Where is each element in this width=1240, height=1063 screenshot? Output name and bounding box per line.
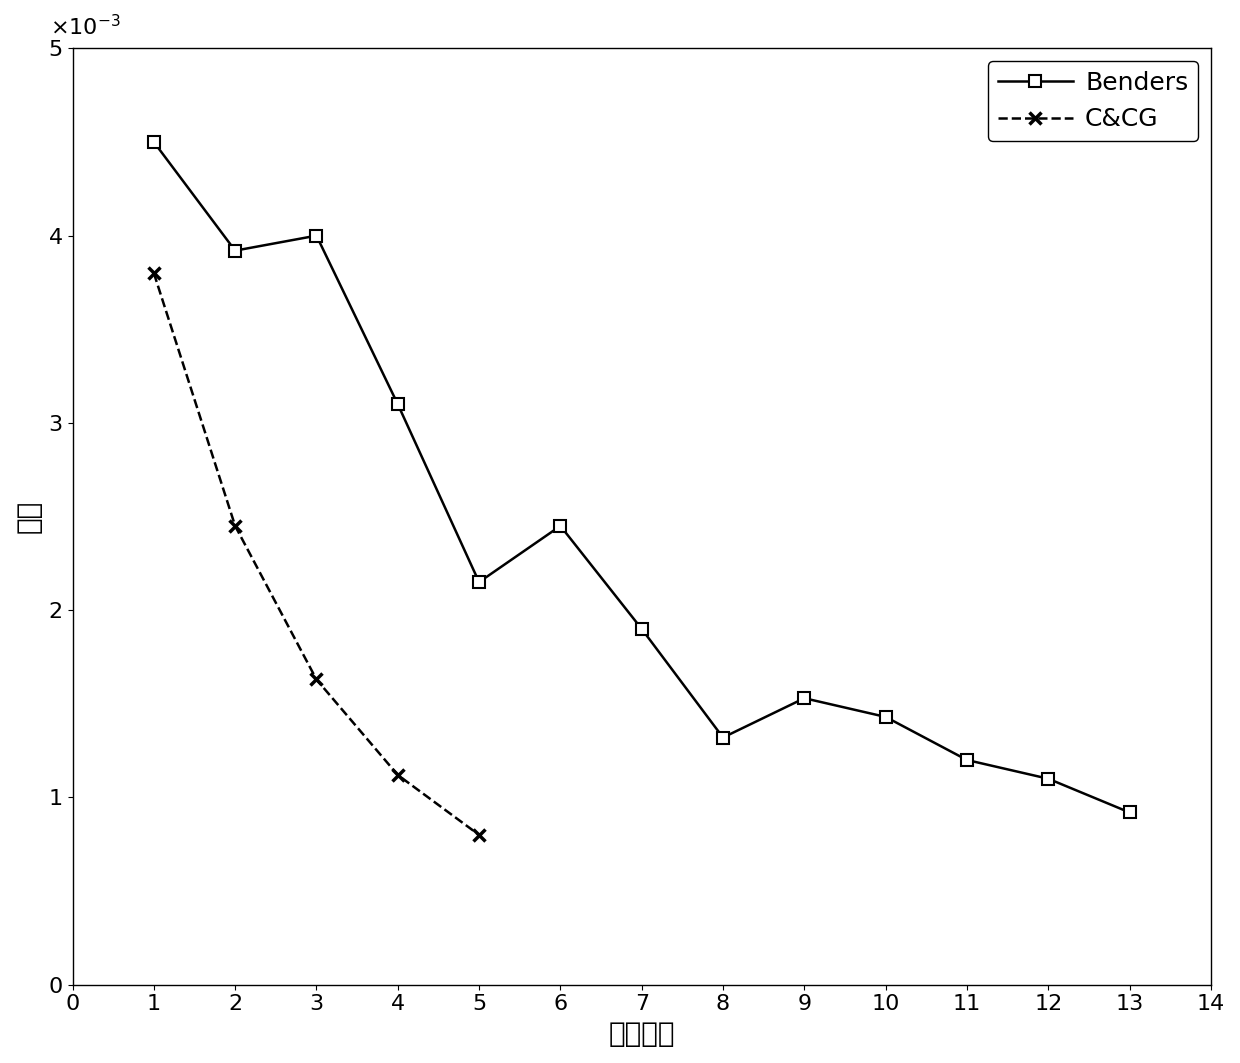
Line: C&CG: C&CG	[148, 267, 485, 841]
Benders	[391, 398, 405, 410]
Line: Benders: Benders	[148, 136, 1136, 819]
C&CG	[309, 673, 324, 686]
Benders	[635, 623, 650, 636]
C&CG	[391, 769, 405, 781]
Benders	[1122, 806, 1137, 819]
Benders	[1040, 773, 1055, 786]
C&CG	[471, 828, 486, 841]
C&CG	[146, 267, 161, 280]
X-axis label: 迭代次数: 迭代次数	[609, 1020, 675, 1048]
Benders	[797, 692, 812, 705]
Benders	[878, 710, 893, 723]
Benders	[228, 244, 243, 257]
C&CG	[228, 520, 243, 533]
Benders	[471, 576, 486, 589]
Benders	[960, 754, 975, 766]
Text: $\times10^{-3}$: $\times10^{-3}$	[50, 14, 120, 39]
Benders	[553, 520, 568, 533]
Y-axis label: 间隙: 间隙	[15, 500, 43, 534]
Benders	[715, 731, 730, 744]
Benders	[146, 136, 161, 149]
Benders	[309, 230, 324, 242]
Legend: Benders, C&CG: Benders, C&CG	[987, 61, 1198, 141]
